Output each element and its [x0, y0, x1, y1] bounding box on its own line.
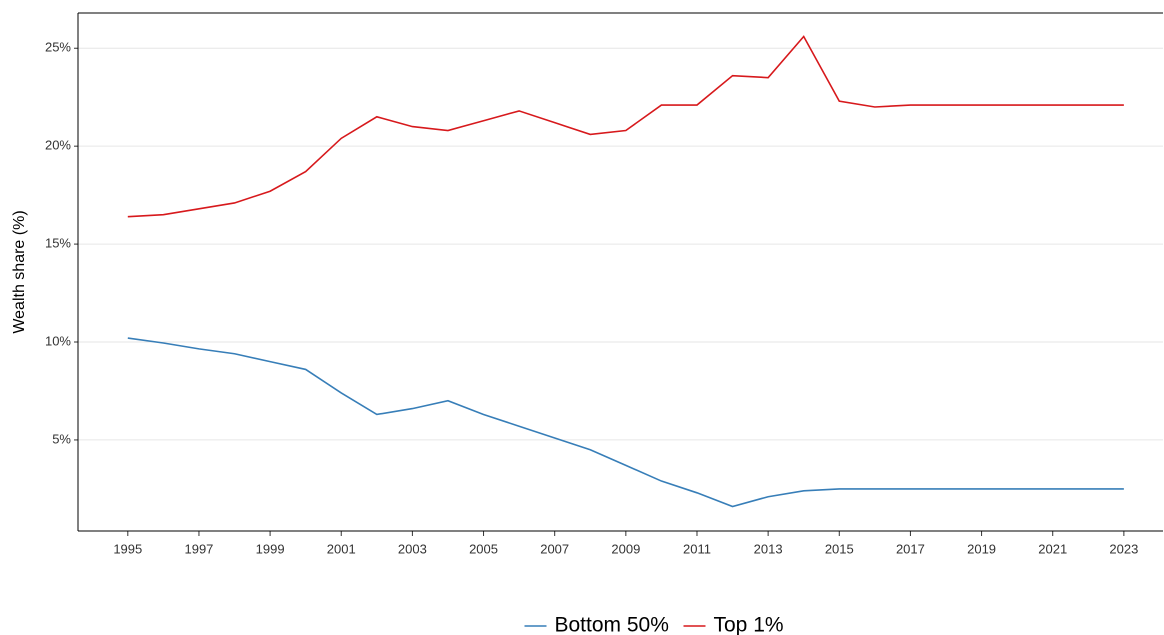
line [127, 337, 1124, 508]
x-tick-label: 2019 [967, 541, 996, 556]
line [127, 35, 1124, 218]
x-tick-label: 2023 [1109, 541, 1138, 556]
x-tick-label: 2021 [1038, 541, 1067, 556]
x-tick-label: 2007 [540, 541, 569, 556]
y-tick-label: 10% [45, 333, 71, 348]
y-tick-label: 15% [45, 236, 71, 251]
x-tick-label: 1995 [113, 541, 142, 556]
y-tick-label: 25% [45, 40, 71, 55]
legend-label: Bottom 50% [555, 614, 669, 635]
x-tick-label: 2017 [896, 541, 925, 556]
x-tick-label: 2009 [611, 541, 640, 556]
y-tick-label: 5% [52, 431, 71, 446]
x-tick-label: 2001 [327, 541, 356, 556]
x-tick-label: 2015 [825, 541, 854, 556]
x-tick-label: 1997 [184, 541, 213, 556]
x-tick-label: 2005 [469, 541, 498, 556]
x-tick-label: 2013 [754, 541, 783, 556]
legend-label: Top 1% [714, 614, 784, 635]
y-tick-label: 20% [45, 138, 71, 153]
x-tick-label: 1999 [256, 541, 285, 556]
x-tick-label: 2003 [398, 541, 427, 556]
x-tick-label: 2011 [683, 541, 711, 556]
y-axis-title: Wealth share (%) [11, 210, 28, 333]
